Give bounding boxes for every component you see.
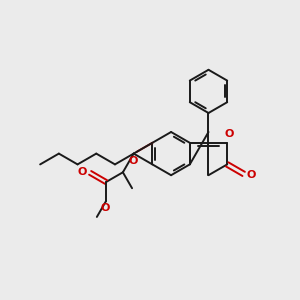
Text: O: O — [78, 167, 87, 177]
Text: O: O — [224, 129, 234, 139]
Text: O: O — [246, 170, 255, 180]
Text: O: O — [100, 202, 110, 212]
Text: O: O — [128, 156, 137, 166]
